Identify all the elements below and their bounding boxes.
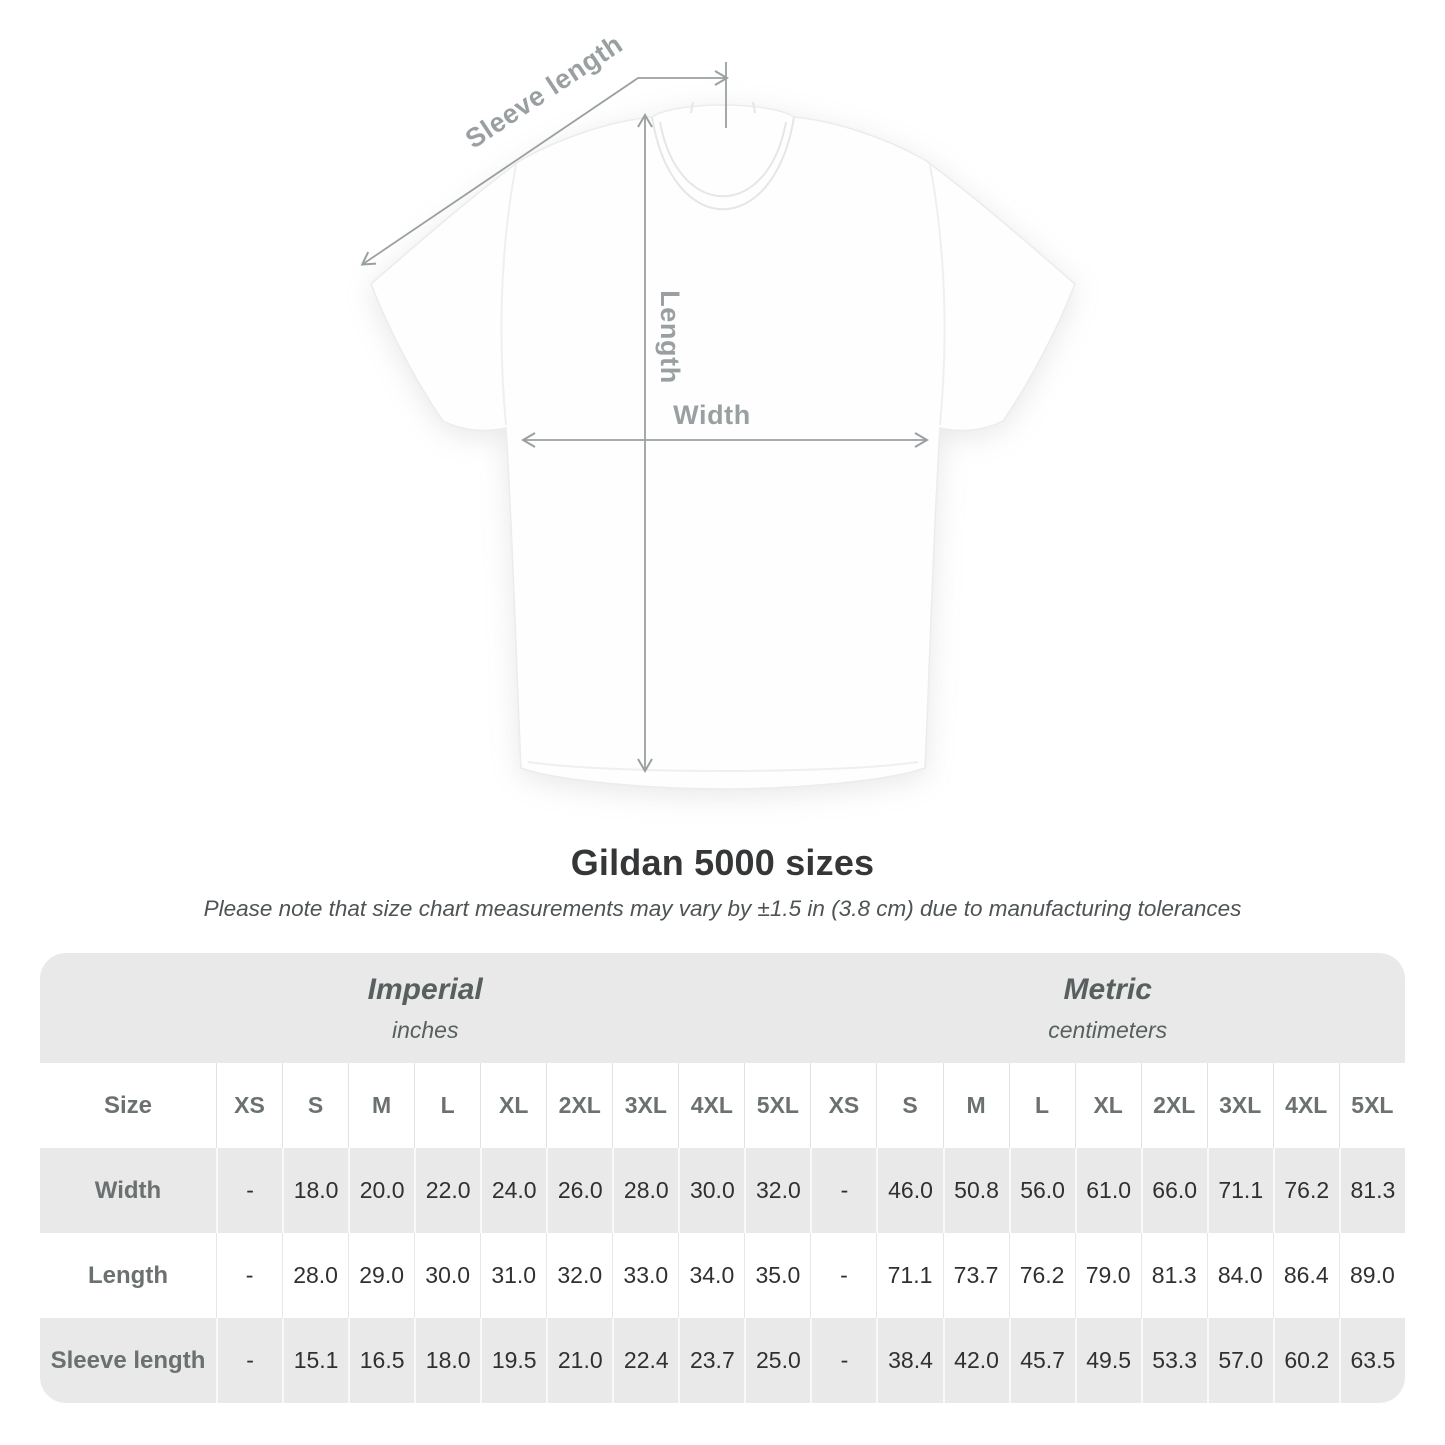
value-cell: 79.0 — [1074, 1233, 1141, 1318]
value-cell: 61.0 — [1074, 1148, 1141, 1233]
value-cell: 28.0 — [282, 1233, 349, 1318]
width-row: Width - 18.0 20.0 22.0 24.0 26.0 28.0 30… — [40, 1148, 1405, 1233]
value-cell: 63.5 — [1338, 1318, 1405, 1403]
value-cell: 50.8 — [942, 1148, 1009, 1233]
size-col-header: 5XL — [1338, 1063, 1405, 1148]
row-label-width: Width — [40, 1148, 216, 1233]
imperial-label: Imperial — [367, 972, 483, 1006]
size-col-header: L — [1008, 1063, 1075, 1148]
size-col-header: 4XL — [678, 1063, 745, 1148]
value-cell: 57.0 — [1206, 1318, 1273, 1403]
value-cell: 30.0 — [678, 1148, 745, 1233]
length-row: Length - 28.0 29.0 30.0 31.0 32.0 33.0 3… — [40, 1233, 1405, 1318]
value-cell: 89.0 — [1338, 1233, 1405, 1318]
metric-unit: centimeters — [1048, 1016, 1168, 1043]
value-cell: 34.0 — [678, 1233, 745, 1318]
hem-stitch — [527, 761, 919, 772]
value-cell: 76.2 — [1272, 1148, 1339, 1233]
value-cell: 60.2 — [1272, 1318, 1339, 1403]
size-header-row: Size XS S M L XL 2XL 3XL 4XL 5XL XS S M … — [40, 1063, 1405, 1148]
value-cell: 71.1 — [876, 1233, 943, 1318]
value-cell: 86.4 — [1272, 1233, 1339, 1318]
value-cell: 84.0 — [1206, 1233, 1273, 1318]
value-cell: 73.7 — [942, 1233, 1009, 1318]
size-col-header: M — [348, 1063, 415, 1148]
sleeve-length-row: Sleeve length - 15.1 16.5 18.0 19.5 21.0… — [40, 1318, 1405, 1403]
size-col-header: S — [876, 1063, 943, 1148]
value-cell: 49.5 — [1074, 1318, 1141, 1403]
imperial-unit: inches — [391, 1016, 459, 1043]
value-cell: 23.7 — [678, 1318, 745, 1403]
width-label: Width — [673, 400, 751, 430]
value-cell: 42.0 — [942, 1318, 1009, 1403]
value-cell: 81.3 — [1140, 1233, 1207, 1318]
value-cell: 19.5 — [480, 1318, 547, 1403]
sleeve-length-arrow — [360, 70, 729, 266]
size-col-header: 3XL — [612, 1063, 679, 1148]
value-cell: 25.0 — [744, 1318, 811, 1403]
value-cell: 53.3 — [1140, 1318, 1207, 1403]
value-cell: 30.0 — [414, 1233, 481, 1318]
value-cell: 71.1 — [1206, 1148, 1273, 1233]
tolerance-note: Please note that size chart measurements… — [203, 896, 1242, 921]
value-cell: - — [810, 1318, 877, 1403]
size-col-header: 2XL — [546, 1063, 613, 1148]
unit-section-row: Imperial inches Metric centimeters — [40, 953, 1405, 1063]
size-col-header: XL — [1074, 1063, 1141, 1148]
size-header-cell: Size — [40, 1063, 216, 1148]
size-chart-table: Imperial inches Metric centimeters Size … — [40, 953, 1405, 1403]
value-cell: 16.5 — [348, 1318, 415, 1403]
value-cell: 26.0 — [546, 1148, 613, 1233]
sleeve-seam-right — [929, 164, 946, 426]
value-cell: 45.7 — [1008, 1318, 1075, 1403]
size-col-header: 2XL — [1140, 1063, 1207, 1148]
value-cell: 33.0 — [612, 1233, 679, 1318]
value-cell: - — [216, 1318, 283, 1403]
size-col-header: XS — [216, 1063, 283, 1148]
size-col-header: 4XL — [1272, 1063, 1339, 1148]
value-cell: 56.0 — [1008, 1148, 1075, 1233]
value-cell: 38.4 — [876, 1318, 943, 1403]
length-label: Length — [655, 290, 685, 384]
value-cell: 81.3 — [1338, 1148, 1405, 1233]
value-cell: 66.0 — [1140, 1148, 1207, 1233]
value-cell: 76.2 — [1008, 1233, 1075, 1318]
metric-section-header: Metric centimeters — [810, 953, 1405, 1063]
row-label-sleeve-length: Sleeve length — [40, 1318, 216, 1403]
value-cell: 32.0 — [546, 1233, 613, 1318]
metric-label: Metric — [1063, 972, 1152, 1006]
size-col-header: 5XL — [744, 1063, 811, 1148]
page-title: Gildan 5000 sizes — [570, 842, 875, 883]
value-cell: - — [216, 1233, 283, 1318]
tshirt-illustration — [370, 101, 1076, 790]
tshirt-body — [370, 104, 1076, 790]
value-cell: 22.4 — [612, 1318, 679, 1403]
value-cell: 21.0 — [546, 1318, 613, 1403]
imperial-section-header: Imperial inches — [40, 953, 811, 1063]
value-cell: 20.0 — [348, 1148, 415, 1233]
value-cell: 46.0 — [876, 1148, 943, 1233]
size-col-header: XL — [480, 1063, 547, 1148]
value-cell: 24.0 — [480, 1148, 547, 1233]
value-cell: 22.0 — [414, 1148, 481, 1233]
value-cell: 15.1 — [282, 1318, 349, 1403]
collar-seam-right — [752, 101, 756, 114]
value-cell: 32.0 — [744, 1148, 811, 1233]
value-cell: 29.0 — [348, 1233, 415, 1318]
value-cell: 18.0 — [414, 1318, 481, 1403]
tshirt-measurement-diagram: Sleeve length Length Width — [360, 29, 1076, 790]
row-label-length: Length — [40, 1233, 216, 1318]
value-cell: - — [810, 1148, 877, 1233]
size-col-header: L — [414, 1063, 481, 1148]
value-cell: - — [810, 1233, 877, 1318]
value-cell: 28.0 — [612, 1148, 679, 1233]
size-col-header: M — [942, 1063, 1009, 1148]
value-cell: 35.0 — [744, 1233, 811, 1318]
value-cell: - — [216, 1148, 283, 1233]
size-col-header: XS — [810, 1063, 877, 1148]
size-col-header: 3XL — [1206, 1063, 1273, 1148]
value-cell: 18.0 — [282, 1148, 349, 1233]
size-col-header: S — [282, 1063, 349, 1148]
value-cell: 31.0 — [480, 1233, 547, 1318]
